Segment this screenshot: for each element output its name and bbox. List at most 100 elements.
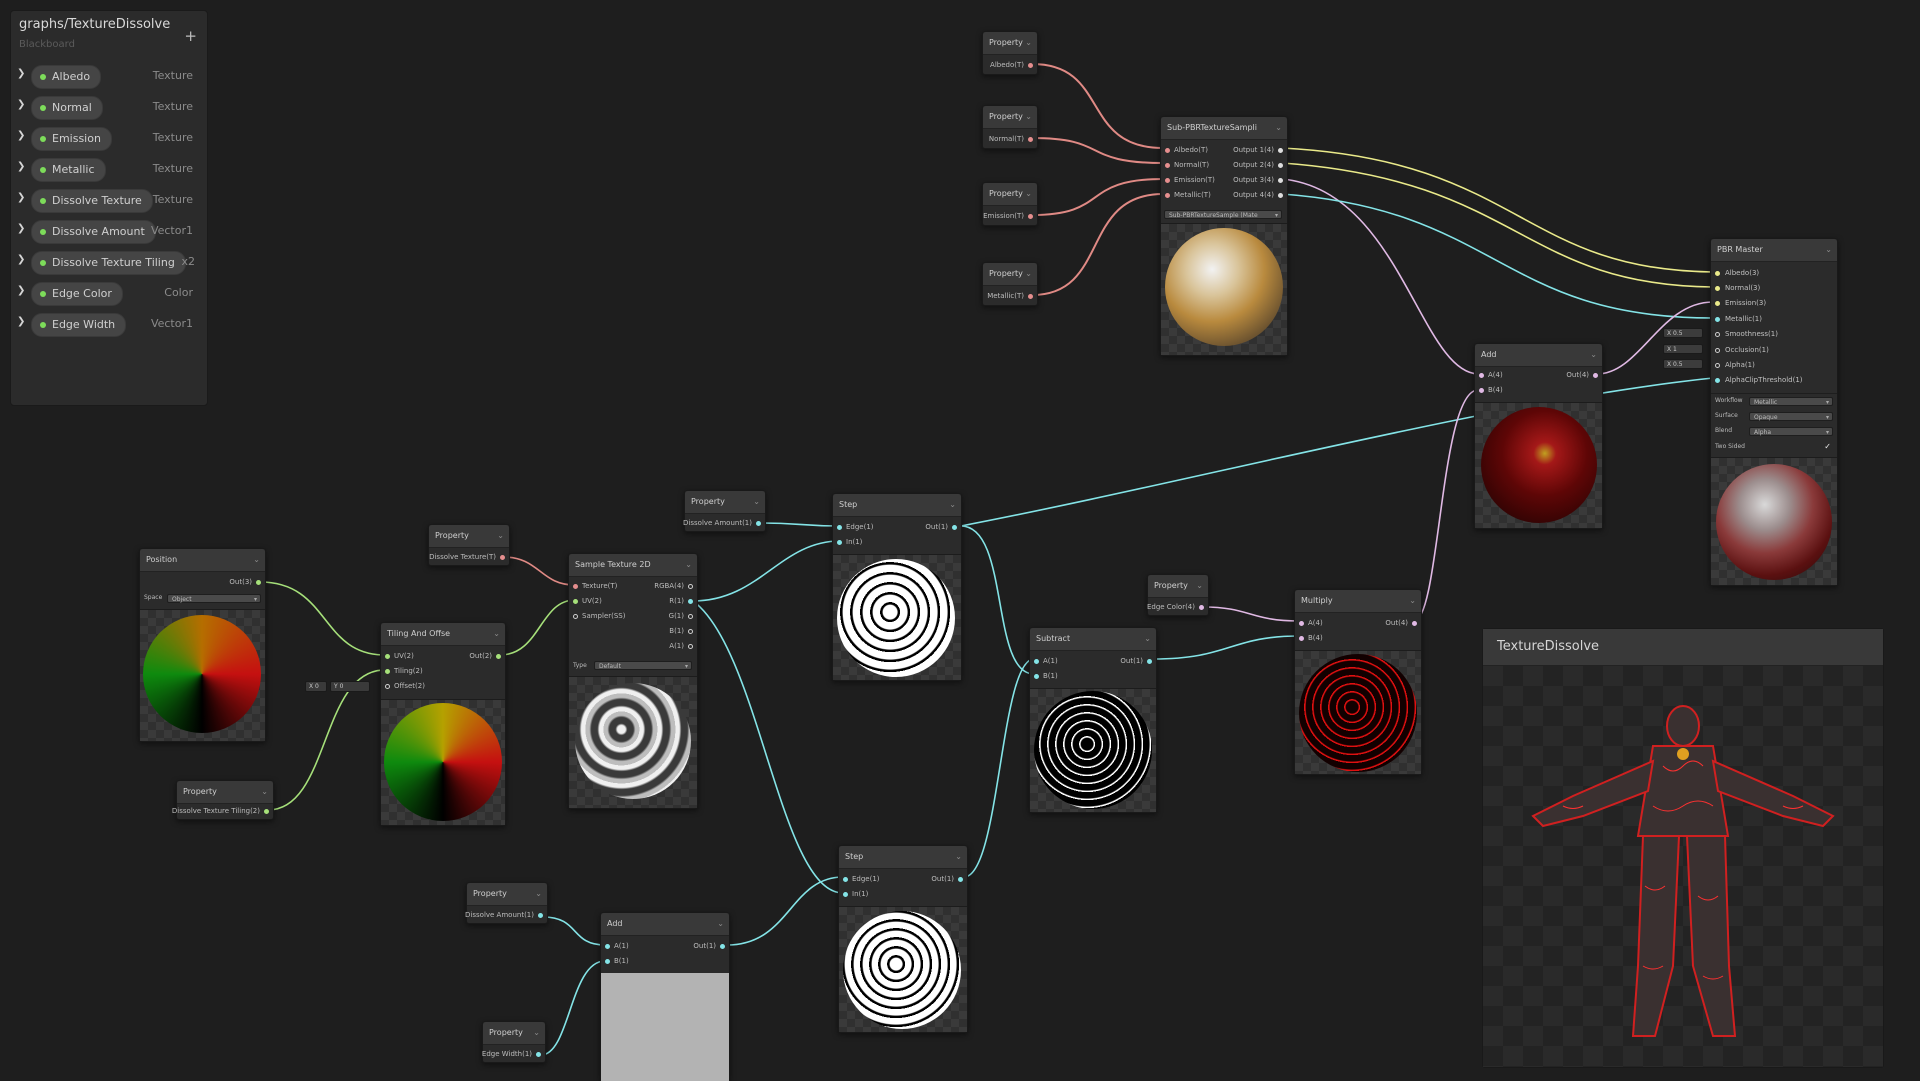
blackboard-property-row[interactable]: ❯ Dissolve Amount Vector1 (11, 218, 207, 244)
alpha-field[interactable]: X 0.5 (1663, 359, 1703, 369)
input-port[interactable]: Albedo(3) (1711, 267, 1837, 279)
input-port[interactable]: Tiling(2) (385, 665, 423, 677)
input-port[interactable]: Offset(2) (385, 680, 425, 692)
output-port[interactable]: Emission(T) (983, 210, 1033, 222)
space-dropdown[interactable]: Object (167, 594, 261, 604)
input-port[interactable]: In(1) (843, 888, 868, 900)
output-port[interactable]: Edge Color(4) (1147, 601, 1204, 613)
input-port[interactable]: Emission(T) (1165, 174, 1215, 186)
type-dropdown[interactable]: Default (594, 661, 692, 671)
sample-texture-2d-node[interactable]: Sample Texture 2D ⌄ Texture(T) UV(2) Samp… (568, 553, 698, 809)
input-port[interactable]: Metallic(T) (1165, 189, 1211, 201)
port-dot-icon[interactable] (538, 912, 543, 918)
port-dot-icon[interactable] (1278, 177, 1283, 183)
input-port[interactable]: B(4) (1479, 384, 1503, 396)
output-port[interactable]: Albedo(T) (990, 59, 1033, 71)
collapse-icon[interactable]: ⌄ (1825, 245, 1832, 254)
output-port[interactable]: Output 4(4) (1233, 189, 1283, 201)
port-dot-icon[interactable] (837, 524, 842, 530)
port-dot-icon[interactable] (1715, 331, 1720, 337)
output-port[interactable]: Edge Width(1) (482, 1048, 541, 1060)
subtract-node[interactable]: Subtract ⌄ A(1) B(1) Out(1) (1029, 627, 1157, 813)
tiling-and-offset-node[interactable]: Tiling And Offse ⌄ UV(2) Tiling(2) Offset… (380, 622, 506, 826)
port-dot-icon[interactable] (573, 613, 578, 619)
collapse-icon[interactable]: ⌄ (1025, 269, 1032, 278)
output-port[interactable]: Out(1) (693, 940, 725, 952)
port-dot-icon[interactable] (1278, 162, 1283, 168)
collapse-icon[interactable]: ⌄ (1144, 634, 1151, 643)
port-dot-icon[interactable] (843, 891, 848, 897)
blackboard-property-row[interactable]: ❯ Metallic Texture (11, 156, 207, 182)
sub-pbr-texture-sample-node[interactable]: Sub-PBRTextureSampli ⌄ Albedo(T) Normal(T… (1160, 116, 1288, 356)
output-port[interactable]: Output 3(4) (1233, 174, 1283, 186)
offset-y-field[interactable]: Y 0 (330, 681, 370, 692)
property-pill[interactable]: Normal (31, 96, 103, 120)
expand-arrow-icon[interactable]: ❯ (17, 161, 26, 172)
subgraph-asset-field[interactable]: Sub-PBRTextureSample (Mate (1164, 210, 1282, 220)
collapse-icon[interactable]: ⌄ (949, 500, 956, 509)
input-port[interactable]: Albedo(T) (1165, 144, 1208, 156)
offset-x-field[interactable]: X 0 (305, 681, 327, 692)
port-dot-icon[interactable] (688, 628, 693, 634)
port-dot-icon[interactable] (1715, 362, 1720, 368)
collapse-icon[interactable]: ⌄ (717, 919, 724, 928)
output-port[interactable]: Out(4) (1566, 369, 1598, 381)
expand-arrow-icon[interactable]: ❯ (17, 254, 26, 265)
multiply-node[interactable]: Multiply ⌄ A(4) B(4) Out(4) (1294, 589, 1422, 775)
step-node-top[interactable]: Step ⌄ Edge(1) In(1) Out(1) (832, 493, 962, 681)
collapse-icon[interactable]: ⌄ (1409, 596, 1416, 605)
output-port[interactable]: G(1) (669, 610, 693, 622)
port-dot-icon[interactable] (385, 653, 390, 659)
port-dot-icon[interactable] (1165, 147, 1170, 153)
port-dot-icon[interactable] (1028, 213, 1033, 219)
expand-arrow-icon[interactable]: ❯ (17, 68, 26, 79)
port-dot-icon[interactable] (1034, 658, 1039, 664)
blackboard-property-row[interactable]: ❯ Edge Width Vector1 (11, 311, 207, 337)
main-preview-viewport[interactable] (1483, 666, 1883, 1067)
collapse-icon[interactable]: ⌄ (955, 852, 962, 861)
output-port[interactable]: Dissolve Texture(T) (429, 551, 505, 563)
blackboard-property-row[interactable]: ❯ Albedo Texture (11, 63, 207, 89)
input-port[interactable]: Sampler(SS) (573, 610, 625, 622)
output-port[interactable]: Out(4) (1385, 617, 1417, 629)
input-port[interactable]: Edge(1) (837, 521, 874, 533)
input-port[interactable]: B(1) (1034, 670, 1058, 682)
port-dot-icon[interactable] (264, 808, 269, 814)
output-port[interactable]: Metallic(T) (987, 290, 1033, 302)
blackboard-property-row[interactable]: ❯ Emission Texture (11, 125, 207, 151)
property-pill[interactable]: Dissolve Texture Tiling (31, 251, 186, 275)
input-port[interactable]: Texture(T) (573, 580, 617, 592)
expand-arrow-icon[interactable]: ❯ (17, 99, 26, 110)
output-port[interactable]: Output 2(4) (1233, 159, 1283, 171)
property-node-emission[interactable]: Property ⌄ Emission(T) (982, 182, 1038, 226)
surface-dropdown[interactable]: Opaque (1749, 412, 1833, 422)
port-dot-icon[interactable] (1479, 387, 1484, 393)
input-port[interactable]: Emission(3) (1711, 297, 1837, 309)
output-port[interactable]: Out(1) (925, 521, 957, 533)
property-node-edge-color[interactable]: Property ⌄ Edge Color(4) (1147, 574, 1209, 616)
port-dot-icon[interactable] (1412, 620, 1417, 626)
collapse-icon[interactable]: ⌄ (1025, 189, 1032, 198)
expand-arrow-icon[interactable]: ❯ (17, 285, 26, 296)
expand-arrow-icon[interactable]: ❯ (17, 316, 26, 327)
collapse-icon[interactable]: ⌄ (253, 555, 260, 564)
output-port[interactable]: Out(3) (229, 576, 261, 588)
output-port[interactable]: Out(2) (469, 650, 501, 662)
output-port[interactable]: Dissolve Amount(1) (465, 909, 543, 921)
output-port[interactable]: R(1) (669, 595, 693, 607)
port-dot-icon[interactable] (1715, 347, 1720, 353)
smoothness-field[interactable]: X 0.5 (1663, 328, 1703, 338)
port-dot-icon[interactable] (1028, 136, 1033, 142)
output-port[interactable]: Out(1) (1120, 655, 1152, 667)
port-dot-icon[interactable] (958, 876, 963, 882)
collapse-icon[interactable]: ⌄ (533, 1028, 540, 1037)
property-node-dissolve-tiling[interactable]: Property ⌄ Dissolve Texture Tiling(2) (172, 780, 274, 820)
expand-arrow-icon[interactable]: ❯ (17, 192, 26, 203)
port-dot-icon[interactable] (385, 683, 390, 689)
port-dot-icon[interactable] (605, 958, 610, 964)
position-node[interactable]: Position ⌄ Out(3) Space Object (139, 548, 266, 742)
collapse-icon[interactable]: ⌄ (1025, 38, 1032, 47)
input-port[interactable]: UV(2) (385, 650, 414, 662)
port-dot-icon[interactable] (1715, 377, 1720, 383)
property-node-albedo[interactable]: Property ⌄ Albedo(T) (982, 31, 1038, 75)
